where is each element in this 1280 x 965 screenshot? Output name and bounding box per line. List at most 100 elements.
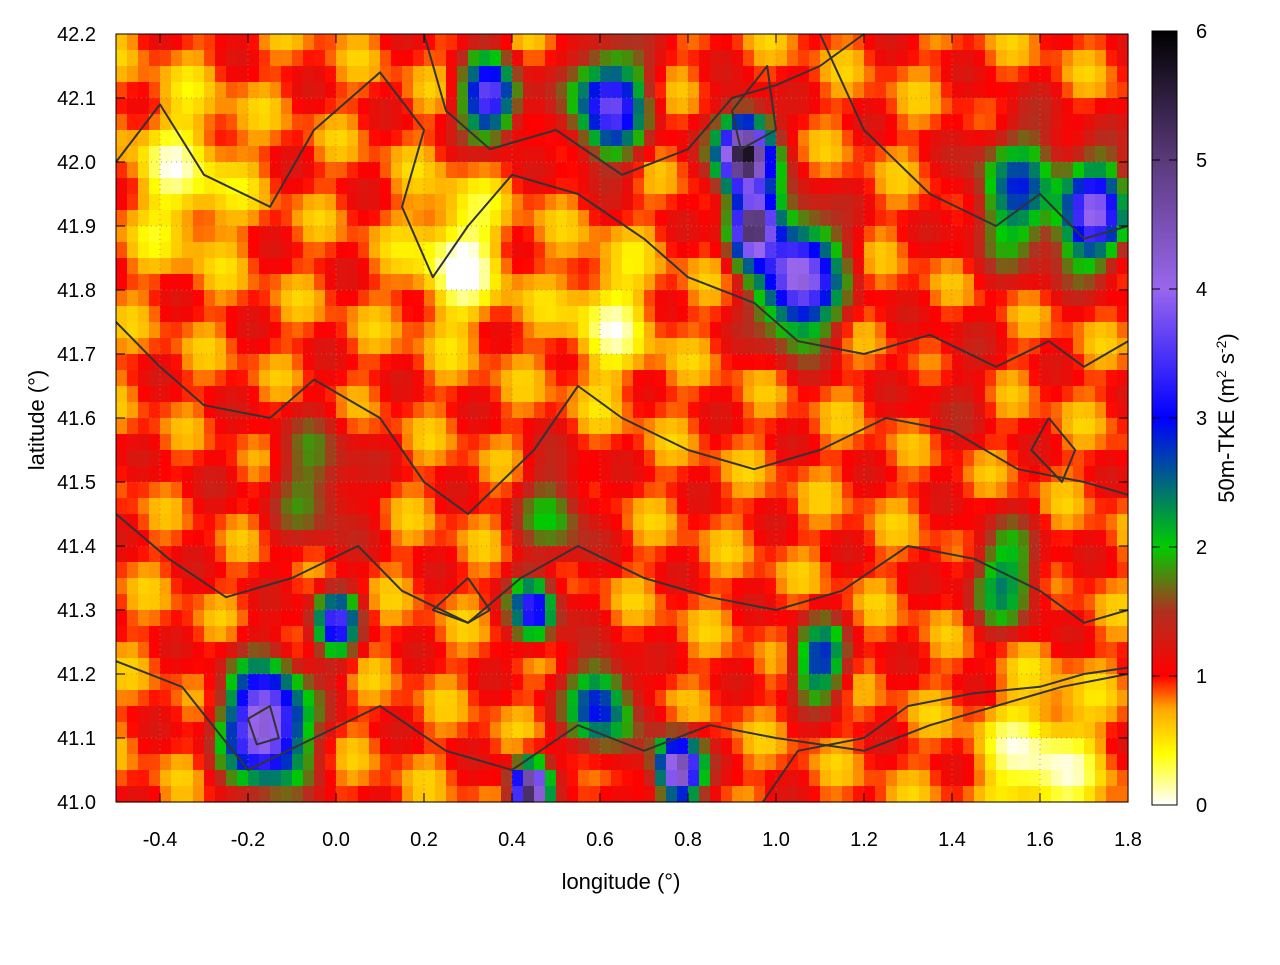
heatmap-cell [534, 242, 546, 259]
heatmap-cell [501, 738, 513, 755]
heatmap-cell [1095, 242, 1107, 259]
heatmap-cell [655, 642, 667, 659]
heatmap-cell [336, 386, 348, 403]
heatmap-cell [644, 146, 656, 163]
heatmap-cell [688, 306, 700, 323]
heatmap-cell [248, 562, 260, 579]
heatmap-cell [127, 258, 139, 275]
heatmap-cell [226, 210, 238, 227]
heatmap-cell [611, 578, 623, 595]
heatmap-cell [842, 770, 854, 787]
heatmap-cell [1084, 562, 1096, 579]
heatmap-cell [688, 130, 700, 147]
heatmap-cell [358, 722, 370, 739]
heatmap-cell [985, 146, 997, 163]
heatmap-cell [204, 306, 216, 323]
heatmap-cell [622, 770, 634, 787]
heatmap-cell [226, 578, 238, 595]
heatmap-cell [116, 66, 128, 83]
heatmap-cell [622, 178, 634, 195]
heatmap-cell [1106, 722, 1118, 739]
heatmap-cell [798, 578, 810, 595]
heatmap-cell [842, 786, 854, 803]
heatmap-cell [468, 194, 480, 211]
heatmap-cell [644, 498, 656, 515]
heatmap-cell [567, 306, 579, 323]
heatmap-cell [886, 450, 898, 467]
heatmap-cell [1084, 466, 1096, 483]
heatmap-cell [171, 34, 183, 51]
heatmap-cell [127, 322, 139, 339]
heatmap-cell [1073, 386, 1085, 403]
heatmap-cell [798, 290, 810, 307]
heatmap-cell [193, 226, 205, 243]
heatmap-cell [963, 418, 975, 435]
heatmap-cell [127, 578, 139, 595]
heatmap-cell [1062, 322, 1074, 339]
heatmap-cell [303, 34, 315, 51]
heatmap-cell [974, 546, 986, 563]
heatmap-cell [765, 482, 777, 499]
heatmap-cell [545, 754, 557, 771]
heatmap-cell [963, 530, 975, 547]
heatmap-cell [688, 242, 700, 259]
heatmap-cell [743, 162, 755, 179]
heatmap-cell [314, 370, 326, 387]
heatmap-cell [193, 258, 205, 275]
heatmap-cell [732, 610, 744, 627]
heatmap-cell [259, 530, 271, 547]
heatmap-cell [996, 722, 1008, 739]
heatmap-cell [1062, 194, 1074, 211]
heatmap-cell [391, 466, 403, 483]
heatmap-cell [864, 162, 876, 179]
heatmap-cell [578, 674, 590, 691]
heatmap-cell [908, 130, 920, 147]
heatmap-cell [237, 226, 249, 243]
heatmap-cell [875, 770, 887, 787]
heatmap-cell [666, 242, 678, 259]
heatmap-cell [809, 178, 821, 195]
heatmap-cell [182, 194, 194, 211]
heatmap-cell [391, 786, 403, 803]
heatmap-cell [732, 194, 744, 211]
heatmap-cell [303, 514, 315, 531]
heatmap-cell [303, 66, 315, 83]
heatmap-cell [919, 386, 931, 403]
heatmap-cell [787, 226, 799, 243]
heatmap-cell [182, 98, 194, 115]
heatmap-cell [1007, 370, 1019, 387]
heatmap-cell [259, 418, 271, 435]
heatmap-cell [996, 354, 1008, 371]
heatmap-cell [512, 210, 524, 227]
heatmap-cell [457, 338, 469, 355]
heatmap-cell [611, 386, 623, 403]
heatmap-cell [259, 98, 271, 115]
heatmap-cell [853, 178, 865, 195]
heatmap-cell [908, 162, 920, 179]
heatmap-cell [149, 754, 161, 771]
heatmap-cell [138, 786, 150, 803]
heatmap-cell [1117, 226, 1129, 243]
heatmap-cell [1095, 754, 1107, 771]
heatmap-cell [985, 722, 997, 739]
heatmap-cell [842, 50, 854, 67]
heatmap-cell [908, 50, 920, 67]
heatmap-cell [347, 738, 359, 755]
heatmap-cell [644, 754, 656, 771]
heatmap-cell [710, 114, 722, 131]
heatmap-cell [930, 722, 942, 739]
heatmap-cell [567, 674, 579, 691]
heatmap-cell [941, 98, 953, 115]
heatmap-cell [578, 578, 590, 595]
heatmap-cell [237, 34, 249, 51]
heatmap-cell [1040, 226, 1052, 243]
heatmap-cell [193, 498, 205, 515]
heatmap-cell [600, 594, 612, 611]
heatmap-cell [1018, 482, 1030, 499]
heatmap-cell [1106, 354, 1118, 371]
heatmap-cell [138, 130, 150, 147]
heatmap-cell [578, 722, 590, 739]
heatmap-cell [853, 594, 865, 611]
heatmap-cell [853, 274, 865, 291]
heatmap-cell [666, 722, 678, 739]
